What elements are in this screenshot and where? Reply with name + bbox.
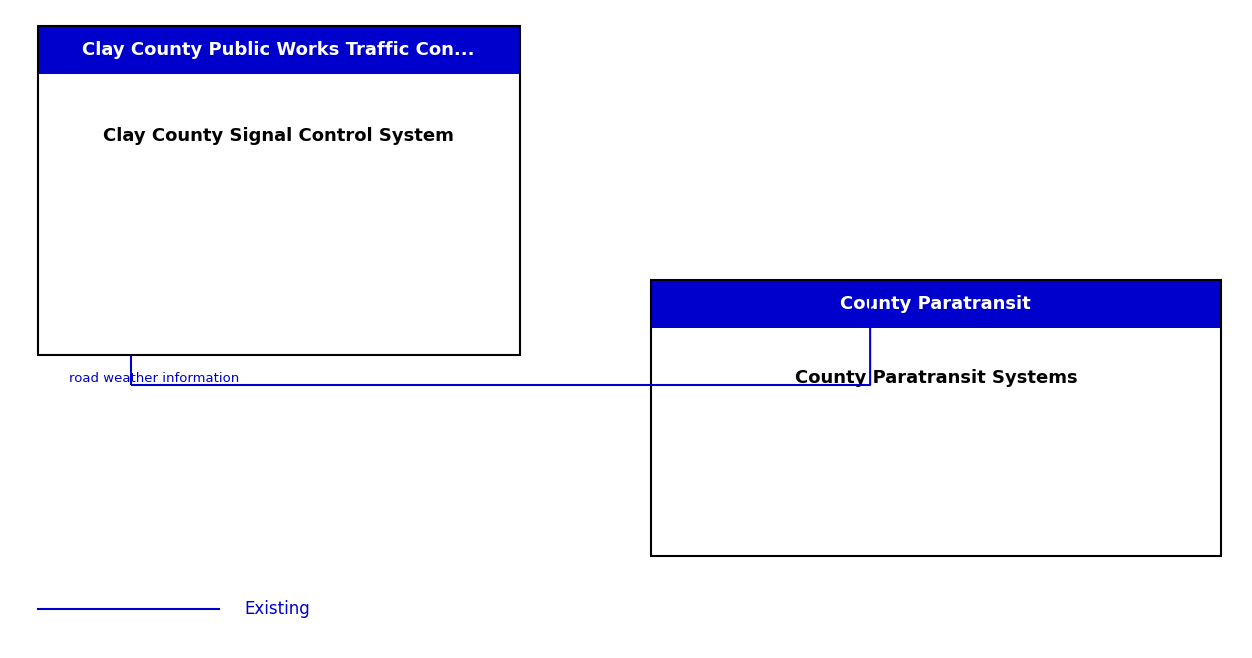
- Text: Clay County Public Works Traffic Con...: Clay County Public Works Traffic Con...: [83, 41, 475, 59]
- Bar: [651, 328, 1221, 556]
- Bar: [651, 280, 1221, 328]
- Text: County Paratransit: County Paratransit: [840, 295, 1032, 313]
- Text: County Paratransit Systems: County Paratransit Systems: [795, 369, 1077, 387]
- Text: road weather information: road weather information: [69, 372, 239, 385]
- Bar: [38, 74, 520, 355]
- Bar: [651, 280, 1221, 556]
- Text: Clay County Signal Control System: Clay County Signal Control System: [103, 127, 454, 145]
- Text: Existing: Existing: [244, 599, 310, 618]
- Bar: [38, 26, 520, 355]
- Bar: [38, 26, 520, 74]
